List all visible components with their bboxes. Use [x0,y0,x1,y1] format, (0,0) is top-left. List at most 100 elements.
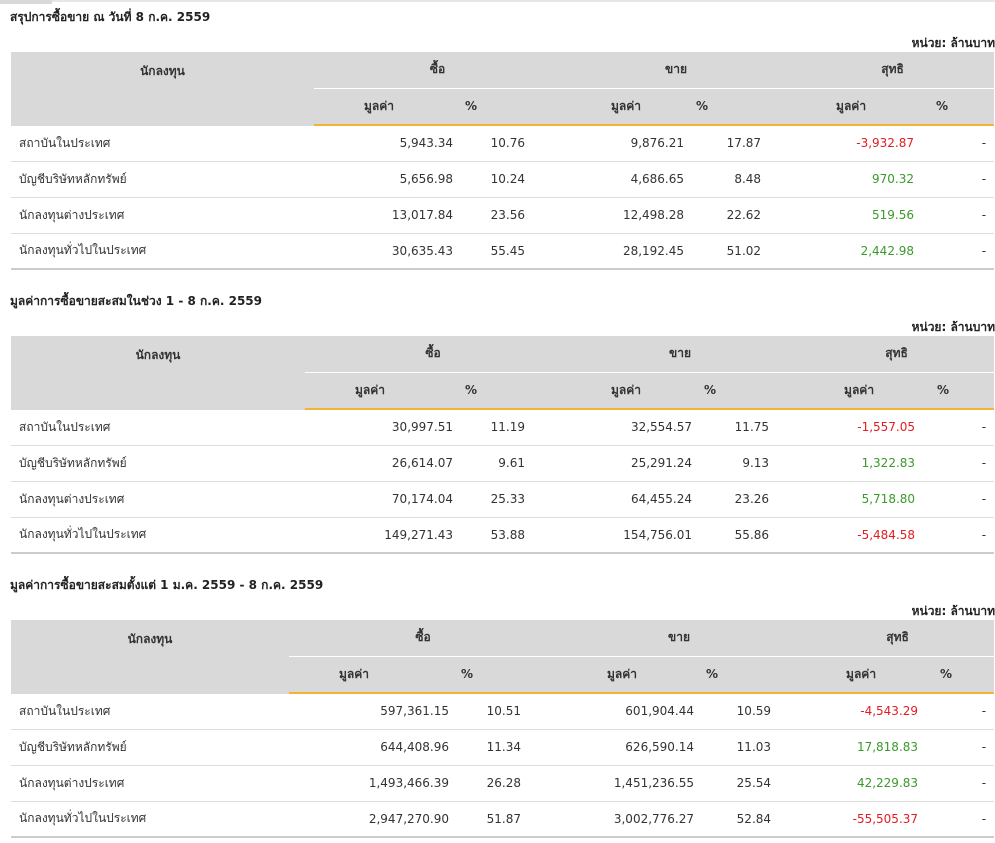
sell-percent: 17.87 [694,125,792,162]
header-row-subcolumns: มูลค่า % มูลค่า % มูลค่า % [11,372,995,410]
net-value: 519.56 [791,197,935,234]
table-row: นักลงทุนทั่วไปในประเทศ 30,635.43 55.45 2… [11,233,995,270]
unit-label: หน่วย: ล้านบาท [911,320,995,334]
header-buy-percent: % [459,656,558,694]
net-percent: - [935,481,995,518]
buy-percent: 10.76 [463,125,562,162]
buy-value: 30,635.43 [314,233,463,270]
header-net-value: มูลค่า [791,88,935,126]
sell-value: 12,498.28 [561,197,695,234]
unit-label: หน่วย: ล้านบาท [911,604,995,618]
sell-value: 9,876.21 [561,125,695,162]
net-value: 5,718.80 [799,481,936,518]
buy-percent: 55.45 [463,233,562,270]
buy-percent: 11.34 [459,729,558,766]
header-buy-percent: % [463,88,562,126]
investor-name: นักลงทุนต่างประเทศ [11,765,289,802]
sell-value: 4,686.65 [561,161,695,198]
header-row-subcolumns: มูลค่า % มูลค่า % มูลค่า % [11,656,995,694]
net-value: -1,557.05 [799,409,936,446]
sell-percent: 23.26 [702,481,800,518]
investor-name: นักลงทุนต่างประเทศ [11,481,305,518]
header-net: สุทธิ [801,620,995,657]
investor-name: บัญชีบริษัทหลักทรัพย์ [11,729,289,766]
sell-percent: 10.59 [704,693,802,730]
net-percent: - [938,801,995,838]
investor-name: นักลงทุนต่างประเทศ [11,197,314,234]
sell-percent: 52.84 [704,801,802,838]
table-row: นักลงทุนต่างประเทศ 70,174.04 25.33 64,45… [11,481,995,518]
sell-value: 28,192.45 [561,233,695,270]
header-row-subcolumns: มูลค่า % มูลค่า % มูลค่า % [11,88,995,126]
net-value: -55,505.37 [801,801,939,838]
section-title: มูลค่าการซื้อขายสะสมในช่วง 1 - 8 ก.ค. 25… [10,294,262,308]
header-sell: ขาย [561,336,800,373]
table-row: นักลงทุนทั่วไปในประเทศ 149,271.43 53.88 … [11,517,995,554]
sell-value: 3,002,776.27 [557,801,705,838]
sell-value: 64,455.24 [561,481,703,518]
table-row: นักลงทุนทั่วไปในประเทศ 2,947,270.90 51.8… [11,801,995,838]
investor-name: นักลงทุนทั่วไปในประเทศ [11,233,314,270]
buy-value: 2,947,270.90 [289,801,459,838]
net-percent: - [938,765,995,802]
header-row-groups: นักลงทุน ซื้อ ขาย สุทธิ [11,52,995,126]
header-investor: นักลงทุน [11,52,314,126]
buy-percent: 10.24 [463,161,562,198]
net-percent: - [935,445,995,482]
net-percent: - [934,161,995,198]
header-buy: ซื้อ [305,336,562,373]
buy-value: 149,271.43 [305,517,463,554]
top-divider [0,0,995,2]
net-percent: - [938,693,995,730]
net-value: 970.32 [791,161,935,198]
net-value: 2,442.98 [791,233,935,270]
net-value: 1,322.83 [799,445,936,482]
header-sell-percent: % [694,88,792,126]
header-buy-value: มูลค่า [314,88,463,126]
investor-name: สถาบันในประเทศ [11,125,314,162]
header-sell-value: มูลค่า [561,372,703,410]
buy-percent: 51.87 [459,801,558,838]
header-sell-percent: % [704,656,802,694]
investor-name: นักลงทุนทั่วไปในประเทศ [11,801,289,838]
top-tab-indicator [0,0,52,4]
table-row: สถาบันในประเทศ 30,997.51 11.19 32,554.57… [11,409,995,446]
section-title: สรุปการซื้อขาย ณ วันที่ 8 ก.ค. 2559 [10,10,211,24]
sell-value: 626,590.14 [557,729,705,766]
header-net-percent: % [935,372,995,410]
net-value: -5,484.58 [799,517,936,554]
header-row-groups: นักลงทุน ซื้อ ขาย สุทธิ [11,620,995,694]
buy-value: 5,656.98 [314,161,463,198]
header-sell: ขาย [561,52,792,89]
buy-value: 70,174.04 [305,481,463,518]
table-row: สถาบันในประเทศ 5,943.34 10.76 9,876.21 1… [11,125,995,162]
buy-percent: 11.19 [463,409,562,446]
trading-summary-table: นักลงทุน ซื้อ ขาย สุทธิ มูลค่า % มูลค่า … [11,620,995,838]
net-percent: - [934,197,995,234]
buy-value: 5,943.34 [314,125,463,162]
header-buy: ซื้อ [314,52,562,89]
net-percent: - [935,409,995,446]
table-row: นักลงทุนต่างประเทศ 1,493,466.39 26.28 1,… [11,765,995,802]
buy-value: 30,997.51 [305,409,463,446]
header-investor: นักลงทุน [11,620,289,694]
header-sell-value: มูลค่า [557,656,705,694]
investor-name: นักลงทุนทั่วไปในประเทศ [11,517,305,554]
investor-name: สถาบันในประเทศ [11,409,305,446]
header-row-groups: นักลงทุน ซื้อ ขาย สุทธิ [11,336,995,410]
table-row: บัญชีบริษัทหลักทรัพย์ 26,614.07 9.61 25,… [11,445,995,482]
header-buy: ซื้อ [289,620,558,657]
sell-value: 25,291.24 [561,445,703,482]
sell-percent: 9.13 [702,445,800,482]
buy-value: 26,614.07 [305,445,463,482]
header-buy-percent: % [463,372,562,410]
buy-value: 1,493,466.39 [289,765,459,802]
trading-summary-table: นักลงทุน ซื้อ ขาย สุทธิ มูลค่า % มูลค่า … [11,336,995,554]
sell-percent: 11.03 [704,729,802,766]
sell-value: 1,451,236.55 [557,765,705,802]
net-value: 42,229.83 [801,765,939,802]
trading-summary-table: นักลงทุน ซื้อ ขาย สุทธิ มูลค่า % มูลค่า … [11,52,995,270]
sell-percent: 51.02 [694,233,792,270]
table-row: นักลงทุนต่างประเทศ 13,017.84 23.56 12,49… [11,197,995,234]
header-net: สุทธิ [799,336,995,373]
